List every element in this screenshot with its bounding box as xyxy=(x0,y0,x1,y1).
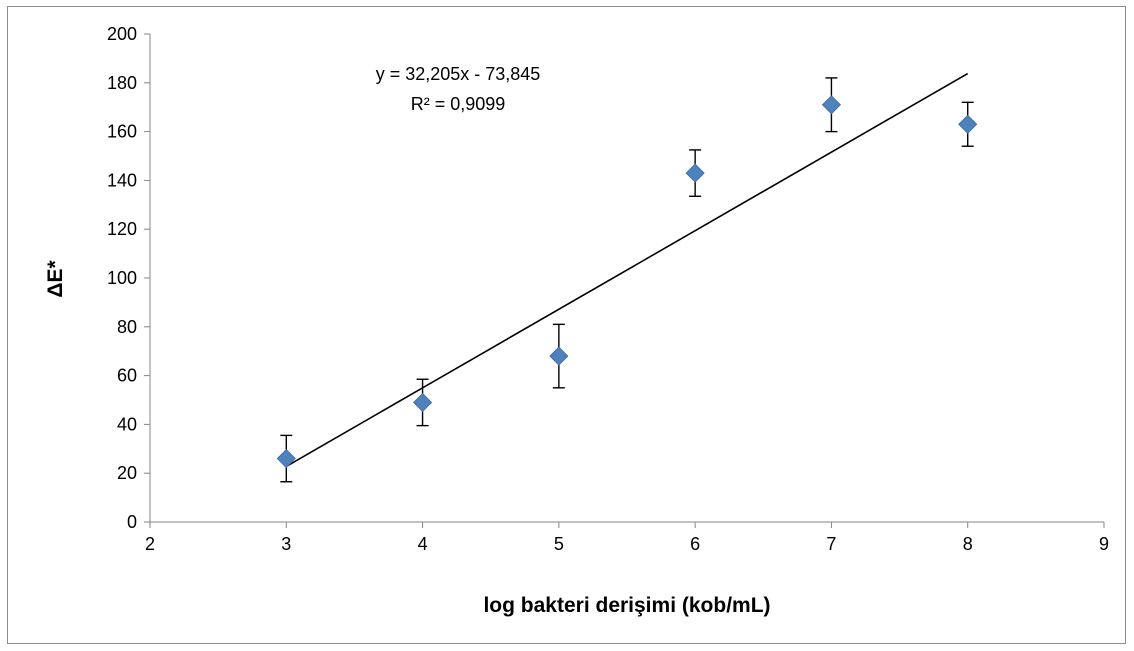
x-tick-label: 6 xyxy=(690,534,700,554)
axes: 0 20 40 60 80 100 120 140 160 180 200 2 3 4 5 6 7 8 9 xyxy=(107,24,1109,554)
y-tick-label: 60 xyxy=(117,366,137,386)
data-point xyxy=(958,114,978,134)
data-point xyxy=(276,448,296,469)
x-tick-label: 4 xyxy=(418,534,428,554)
y-tick-label: 100 xyxy=(107,268,137,288)
x-tick-label: 5 xyxy=(554,534,564,554)
x-tick-label: 7 xyxy=(826,534,836,554)
y-tick-label: 120 xyxy=(107,219,137,239)
y-tick-label: 200 xyxy=(107,24,137,44)
y-axis-title: ΔE* xyxy=(44,260,67,298)
data-points xyxy=(276,77,978,483)
y-tick-label: 160 xyxy=(107,122,137,142)
data-point xyxy=(821,95,841,115)
x-tick-label: 3 xyxy=(281,534,291,554)
x-tick-label: 2 xyxy=(145,534,155,554)
x-tick-label: 9 xyxy=(1099,534,1109,554)
x-axis-title: log bakteri derişimi (kob/mL) xyxy=(483,594,770,617)
chart-frame xyxy=(7,6,1126,644)
y-tick-label: 0 xyxy=(127,512,137,532)
y-tick-label: 180 xyxy=(107,73,137,93)
data-point xyxy=(549,346,569,366)
x-tick-label: 8 xyxy=(963,534,973,554)
data-point xyxy=(685,163,705,183)
trendline-equation: y = 32,205x - 73,845 xyxy=(376,64,541,84)
trendline-r-squared: R² = 0,9099 xyxy=(411,94,506,114)
data-point xyxy=(413,392,433,413)
y-tick-label: 20 xyxy=(117,463,137,483)
y-tick-label: 80 xyxy=(117,317,137,337)
trendline-group xyxy=(285,72,969,468)
y-tick-label: 40 xyxy=(117,414,137,434)
y-tick-label: 140 xyxy=(107,170,137,190)
trendline xyxy=(285,72,969,468)
